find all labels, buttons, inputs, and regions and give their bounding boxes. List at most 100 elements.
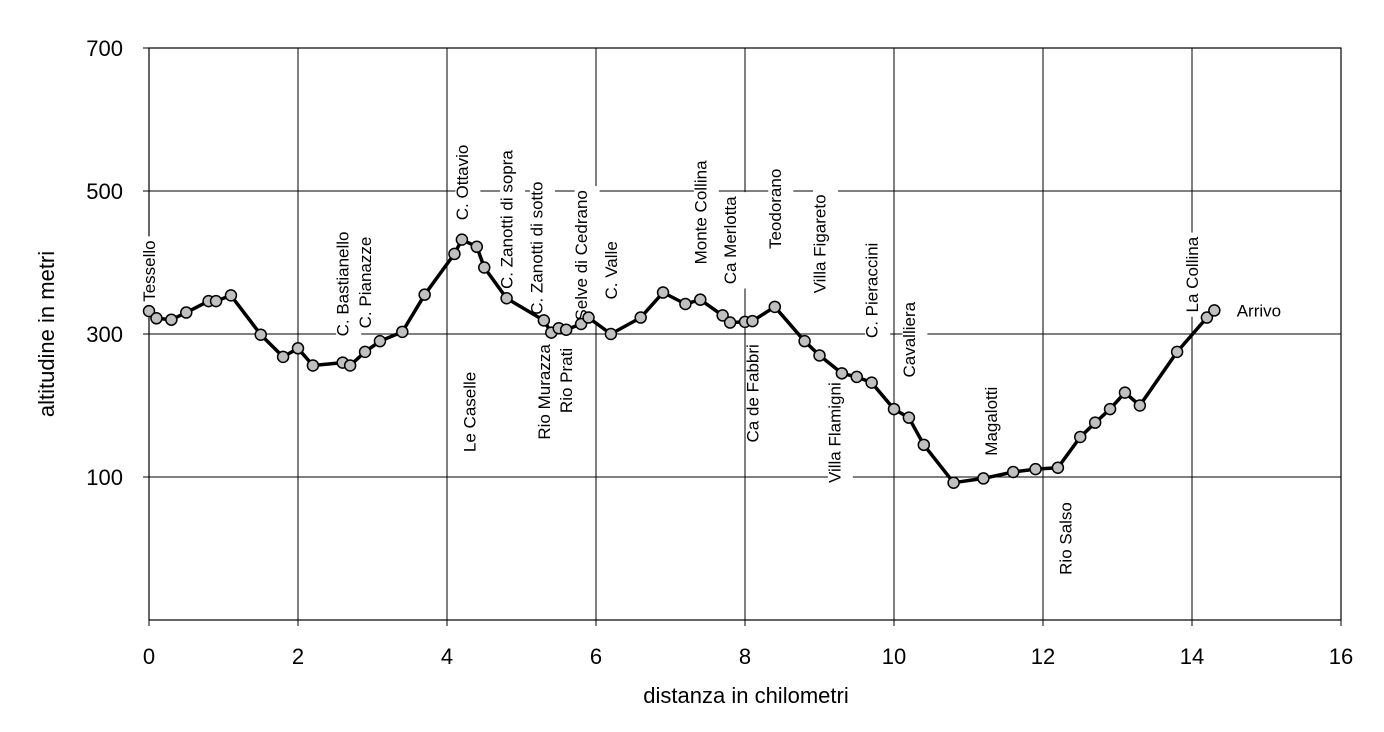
place-label-4: C. Ottavio: [453, 140, 481, 225]
place-label-text-14: Teodorano: [766, 169, 785, 249]
place-label-text-6: C. Zanotti di sotto: [527, 182, 546, 315]
elevation-point-28: [604, 327, 618, 341]
elevation-point-29: [634, 311, 647, 324]
place-label-text-19: Magalotti: [982, 387, 1001, 456]
place-label-10: C. Valle: [602, 237, 630, 304]
place-label-background-18: [902, 297, 928, 382]
elevation-point-21: [500, 292, 513, 305]
elevation-point-0: [142, 304, 156, 318]
place-label-text-7: Rio Murazza: [535, 344, 554, 440]
place-label-18: Cavalliera: [900, 297, 928, 382]
y-tick-label-0: 100: [86, 465, 123, 490]
elevation-point-8: [276, 350, 290, 364]
place-label-0: Tessello: [140, 236, 168, 306]
place-label-3: Le Caselle: [460, 367, 488, 457]
elevation-point-3: [180, 306, 193, 319]
place-label-background-15: [813, 190, 838, 298]
place-label-background-17: [865, 238, 891, 343]
place-label-text-18: Cavalliera: [900, 301, 919, 377]
x-tick-label-5: 10: [882, 644, 906, 669]
elevation-point-52: [1088, 416, 1102, 429]
series-layer: [142, 233, 1221, 489]
place-label-background-22: [1233, 299, 1285, 323]
grid-layer: [149, 48, 1341, 620]
place-label-background-3: [462, 367, 488, 457]
place-label-background-5: [500, 145, 526, 294]
elevation-point-9: [291, 342, 305, 355]
elevation-point-37: [768, 300, 782, 314]
place-label-background-13: [745, 340, 771, 447]
elevation-point-13: [358, 345, 372, 359]
elevation-point-22: [537, 314, 551, 327]
place-label-text-8: Rio Prati: [557, 348, 576, 413]
elevation-point-53: [1103, 402, 1117, 416]
place-label-15: Villa Figareto: [811, 190, 838, 298]
x-axis-label: distanza in chilometri: [643, 683, 848, 708]
place-label-2: C. Pianazze: [356, 232, 384, 333]
place-label-background-19: [984, 382, 1010, 460]
elevation-point-45: [917, 438, 931, 452]
place-label-5: C. Zanotti di sopra: [498, 145, 526, 294]
place-label-background-8: [559, 343, 585, 418]
y-axis-label: altitudine in metri: [34, 251, 59, 417]
place-label-17: C. Pieraccini: [863, 238, 891, 343]
place-label-text-15: Villa Figareto: [811, 194, 830, 293]
place-label-background-4: [455, 140, 481, 225]
place-label-text-20: Rio Salso: [1056, 502, 1075, 575]
elevation-point-40: [835, 367, 849, 380]
annotation-layer: Tessello C. Bastianello C. Pianazze Le Case…: [140, 140, 1285, 579]
place-label-13: Ca de Fabbri: [743, 340, 771, 447]
elevation-point-46: [947, 476, 960, 489]
place-label-text-5: C. Zanotti di sopra: [498, 150, 517, 289]
place-label-20: Rio Salso: [1056, 498, 1084, 579]
place-label-6: C. Zanotti di sotto: [527, 177, 555, 319]
place-label-background-10: [604, 237, 630, 304]
y-tick-label-2: 500: [86, 179, 123, 204]
elevation-point-12: [343, 359, 357, 372]
elevation-point-36: [746, 314, 759, 328]
x-tick-label-7: 14: [1180, 644, 1204, 669]
x-tick-label-1: 2: [292, 644, 304, 669]
elevation-point-19: [470, 240, 484, 254]
elevation-point-47: [977, 472, 990, 485]
elevation-point-20: [478, 261, 491, 274]
place-label-background-0: [142, 236, 168, 306]
place-label-text-10: C. Valle: [602, 241, 621, 299]
x-tick-label-3: 6: [590, 644, 602, 669]
place-label-14: Teodorano: [766, 164, 794, 254]
elevation-point-54: [1118, 386, 1132, 399]
x-tick-label-8: 16: [1329, 644, 1353, 669]
elevation-point-57: [1200, 311, 1214, 324]
elevation-point-2: [165, 313, 178, 326]
elevation-point-38: [798, 334, 811, 348]
elevation-point-51: [1074, 430, 1087, 444]
place-label-text-13: Ca de Fabbri: [743, 344, 762, 442]
elevation-point-10: [306, 359, 320, 372]
place-label-12: Ca Merlotta: [721, 192, 749, 289]
place-label-8: Rio Prati: [557, 343, 585, 418]
place-label-21: La Collina: [1183, 232, 1211, 317]
elevation-point-39: [813, 349, 826, 362]
elevation-point-44: [902, 411, 916, 424]
place-label-19: Magalotti: [982, 382, 1010, 460]
elevation-point-14: [373, 334, 387, 348]
elevation-point-16: [418, 288, 431, 301]
place-label-text-3: Le Caselle: [460, 372, 479, 452]
elevation-point-5: [209, 294, 223, 308]
tick-layer: 0 2 4 6 8 10 12 14 16 100 300 500 700: [86, 36, 1353, 669]
elevation-point-33: [716, 309, 729, 322]
elevation-point-30: [656, 286, 670, 299]
y-tick-label-1: 300: [86, 322, 123, 347]
place-label-background-9: [574, 186, 600, 325]
place-label-background-16: [827, 378, 853, 488]
elevation-point-32: [694, 293, 707, 306]
elevation-point-15: [396, 325, 409, 339]
elevation-point-1: [150, 312, 163, 325]
place-label-background-14: [768, 164, 794, 254]
place-label-11: Monte Collina: [691, 156, 719, 269]
place-label-text-16: Villa Flamigni: [825, 382, 844, 483]
elevation-point-48: [1006, 465, 1020, 479]
x-tick-label-0: 0: [143, 644, 155, 669]
elevation-point-7: [254, 328, 267, 341]
place-label-16: Villa Flamigni: [825, 378, 853, 488]
